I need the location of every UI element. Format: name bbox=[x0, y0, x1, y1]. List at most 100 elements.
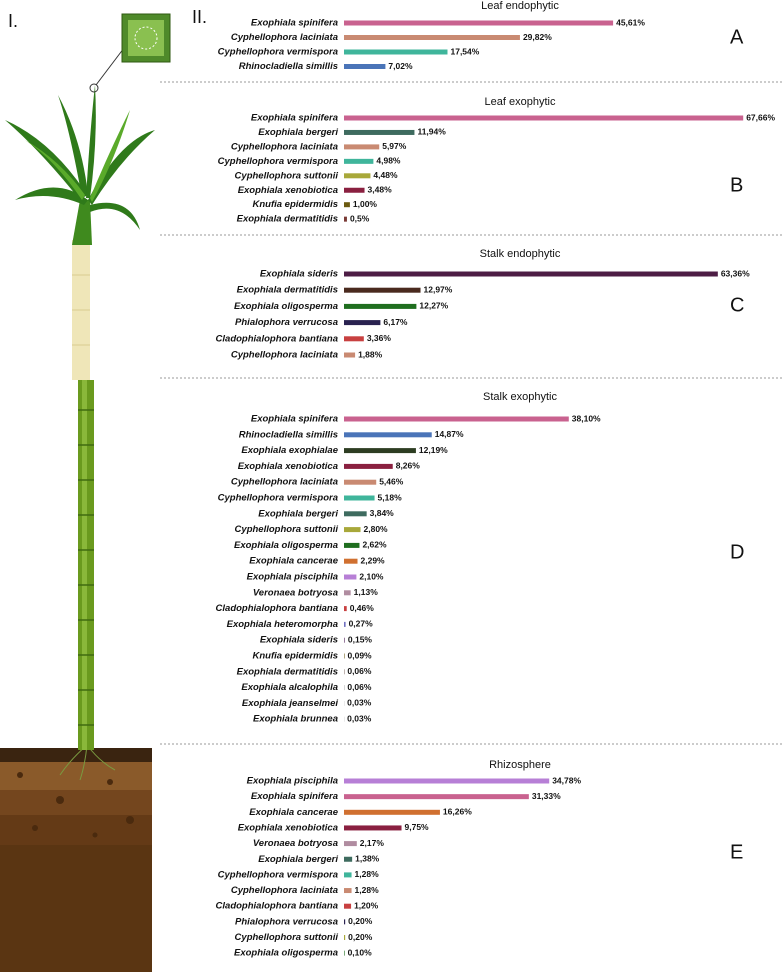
bar bbox=[344, 35, 520, 40]
value-label: 0,27% bbox=[349, 619, 374, 629]
value-label: 2,62% bbox=[362, 540, 387, 550]
value-label: 1,88% bbox=[358, 349, 383, 359]
value-label: 0,09% bbox=[348, 650, 373, 660]
bar bbox=[344, 621, 346, 627]
value-label: 1,28% bbox=[355, 885, 380, 895]
category-label: Exophiala cancerae bbox=[249, 556, 338, 567]
bar bbox=[344, 352, 356, 358]
bar bbox=[344, 856, 353, 862]
bar bbox=[344, 216, 347, 222]
category-label: Exophiala xenobiotica bbox=[238, 822, 338, 833]
category-label: Exophiala dermatitidis bbox=[237, 285, 338, 296]
category-label: Cyphellophora laciniata bbox=[231, 885, 338, 896]
bar bbox=[344, 287, 421, 293]
value-label: 3,84% bbox=[370, 508, 395, 518]
category-label: Cyphellophora vermispora bbox=[218, 47, 338, 58]
category-label: Exophiala sideris bbox=[260, 635, 338, 646]
bar bbox=[344, 479, 377, 485]
bar bbox=[344, 432, 432, 438]
category-label: Exophiala oligosperma bbox=[234, 540, 338, 551]
category-label: Exophiala jeanselmei bbox=[242, 698, 338, 709]
value-label: 17,54% bbox=[450, 46, 479, 56]
category-label: Cyphellophora vermispora bbox=[218, 493, 338, 504]
bar bbox=[344, 888, 352, 894]
panel-letter: A bbox=[730, 26, 744, 48]
category-label: Cyphellophora vermispora bbox=[218, 869, 338, 880]
value-label: 0,03% bbox=[347, 713, 372, 723]
value-label: 8,26% bbox=[396, 461, 421, 471]
value-label: 12,19% bbox=[419, 445, 448, 455]
value-label: 0,03% bbox=[347, 698, 372, 708]
bar bbox=[344, 336, 364, 342]
chart-title: Rhizosphere bbox=[489, 759, 551, 771]
bar bbox=[344, 64, 386, 69]
panel-letter: E bbox=[730, 841, 743, 863]
value-label: 1,28% bbox=[355, 869, 380, 879]
value-label: 12,97% bbox=[424, 284, 453, 294]
bar bbox=[344, 416, 569, 422]
value-label: 12,27% bbox=[419, 301, 448, 311]
value-label: 0,06% bbox=[347, 666, 372, 676]
category-label: Cladophialophora bantiana bbox=[216, 603, 338, 614]
category-label: Exophiala oligosperma bbox=[234, 301, 338, 312]
bar bbox=[344, 271, 718, 277]
value-label: 14,87% bbox=[435, 429, 464, 439]
chart-title: Leaf endophytic bbox=[481, 0, 559, 12]
chart-title: Stalk endophytic bbox=[480, 248, 561, 260]
category-label: Knufia epidermidis bbox=[252, 199, 338, 210]
value-label: 5,18% bbox=[378, 492, 403, 502]
bar bbox=[344, 158, 374, 164]
bar bbox=[344, 144, 380, 150]
bar bbox=[344, 809, 440, 815]
bar bbox=[344, 115, 744, 121]
category-label: Exophiala alcalophila bbox=[241, 682, 338, 693]
chart-title: Leaf exophytic bbox=[485, 96, 556, 108]
bar bbox=[344, 794, 529, 800]
category-label: Exophiala oligosperma bbox=[234, 948, 338, 959]
category-label: Exophiala dermatitidis bbox=[237, 666, 338, 677]
chart-title: Stalk exophytic bbox=[483, 391, 557, 403]
bar bbox=[344, 919, 346, 925]
value-label: 0,5% bbox=[350, 213, 370, 223]
category-label: Exophiala dermatitidis bbox=[237, 214, 338, 225]
category-label: Phialophora verrucosa bbox=[235, 916, 338, 927]
category-label: Cyphellophora laciniata bbox=[231, 32, 338, 43]
value-label: 4,98% bbox=[376, 156, 401, 166]
value-label: 1,38% bbox=[355, 854, 380, 864]
panel-label: II. bbox=[192, 7, 207, 27]
category-label: Cyphellophora suttonii bbox=[235, 524, 339, 535]
plant-illustration bbox=[0, 13, 171, 972]
bar bbox=[344, 495, 375, 501]
bar bbox=[344, 606, 347, 612]
panel-letter: B bbox=[730, 174, 743, 196]
bar bbox=[344, 527, 361, 533]
bar bbox=[344, 872, 352, 878]
category-label: Phialophora verrucosa bbox=[235, 317, 338, 328]
bar bbox=[344, 448, 416, 454]
value-label: 2,29% bbox=[361, 555, 386, 565]
category-label: Cladophialophora bantiana bbox=[216, 901, 338, 912]
value-label: 38,10% bbox=[572, 413, 601, 423]
bar bbox=[344, 320, 381, 326]
value-label: 1,20% bbox=[354, 900, 379, 910]
bar bbox=[344, 935, 346, 940]
value-label: 31,33% bbox=[532, 791, 561, 801]
value-label: 1,00% bbox=[353, 199, 378, 209]
value-label: 45,61% bbox=[616, 17, 645, 27]
category-label: Cyphellophora suttonii bbox=[235, 170, 339, 181]
value-label: 34,78% bbox=[552, 775, 581, 785]
category-label: Exophiala xenobiotica bbox=[238, 461, 338, 472]
category-label: Cyphellophora vermispora bbox=[218, 156, 338, 167]
value-label: 5,46% bbox=[379, 476, 404, 486]
bar bbox=[344, 778, 550, 784]
bar bbox=[344, 303, 417, 309]
bar bbox=[344, 20, 614, 26]
bar bbox=[344, 511, 367, 517]
category-label: Exophiala brunnea bbox=[253, 714, 338, 725]
category-label: Cyphellophora laciniata bbox=[231, 350, 338, 361]
value-label: 29,82% bbox=[523, 32, 552, 42]
bar bbox=[344, 590, 351, 596]
panel-label: I. bbox=[8, 11, 18, 31]
bar bbox=[344, 950, 345, 956]
